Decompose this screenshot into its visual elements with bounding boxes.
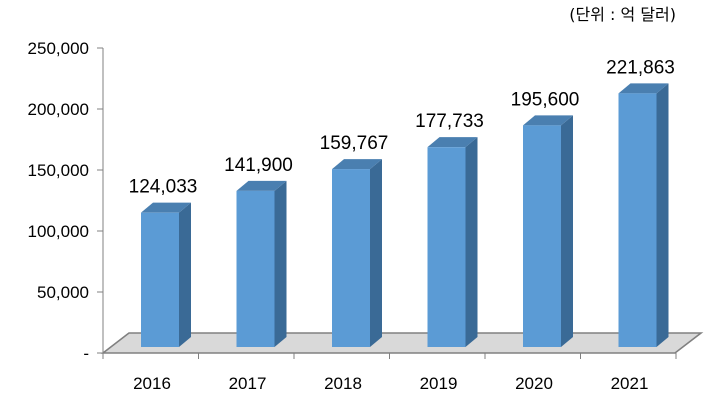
y-tick-label: 200,000 xyxy=(28,100,89,119)
data-label: 124,033 xyxy=(129,177,198,198)
data-label: 221,863 xyxy=(606,57,675,78)
y-tick-label: 250,000 xyxy=(28,39,89,58)
x-tick-label: 2021 xyxy=(611,374,649,393)
y-axis: - 50,000 100,000 150,000 200,000 250,000 xyxy=(28,39,677,363)
x-tick-label: 2019 xyxy=(420,374,458,393)
bar-2020 xyxy=(523,115,573,347)
bar-front xyxy=(141,212,179,347)
data-label: 177,733 xyxy=(415,111,484,132)
bar-top xyxy=(427,137,478,148)
data-label: 195,600 xyxy=(511,89,580,110)
chart-floor xyxy=(100,332,704,354)
x-tick-label: 2016 xyxy=(133,374,171,393)
bar-side xyxy=(561,115,573,347)
bar-front xyxy=(523,125,561,347)
bar-top xyxy=(141,202,191,213)
x-tick-label: 2018 xyxy=(324,374,362,393)
bar-side xyxy=(179,202,191,347)
x-tick-label: 2017 xyxy=(229,374,267,393)
bar-side xyxy=(465,137,478,347)
y-tick-label: 50,000 xyxy=(37,283,89,302)
bar-top xyxy=(236,180,287,191)
bar-top xyxy=(523,115,573,126)
bar-front xyxy=(618,93,657,347)
bar-side xyxy=(274,180,287,347)
x-tick-label: 2020 xyxy=(515,374,553,393)
y-tick-label: 150,000 xyxy=(28,161,89,180)
data-label: 141,900 xyxy=(224,155,293,176)
y-tick-label: - xyxy=(83,344,89,363)
bar-2018 xyxy=(332,159,382,347)
bar-top xyxy=(332,159,382,170)
bar-front xyxy=(236,190,275,347)
floor-plane xyxy=(100,332,704,354)
unit-label: (단위 : 억 달러) xyxy=(569,5,676,24)
x-axis-labels: 2016 2017 2018 2019 2020 2021 xyxy=(133,374,648,393)
bar-front xyxy=(332,169,370,347)
bars: 124,033 141,900 159,767 177,733 195,600 221,8… xyxy=(129,57,675,347)
bar-2019 xyxy=(427,137,478,347)
bar-side xyxy=(656,83,669,347)
bar-2021 xyxy=(618,83,669,347)
bar-front xyxy=(427,147,466,347)
bar-side xyxy=(370,159,382,347)
bar-2017 xyxy=(236,180,287,347)
y-tick-label: 100,000 xyxy=(28,222,89,241)
data-label: 159,767 xyxy=(320,133,389,154)
bar-2016 xyxy=(141,202,191,347)
bar-top xyxy=(618,83,669,94)
